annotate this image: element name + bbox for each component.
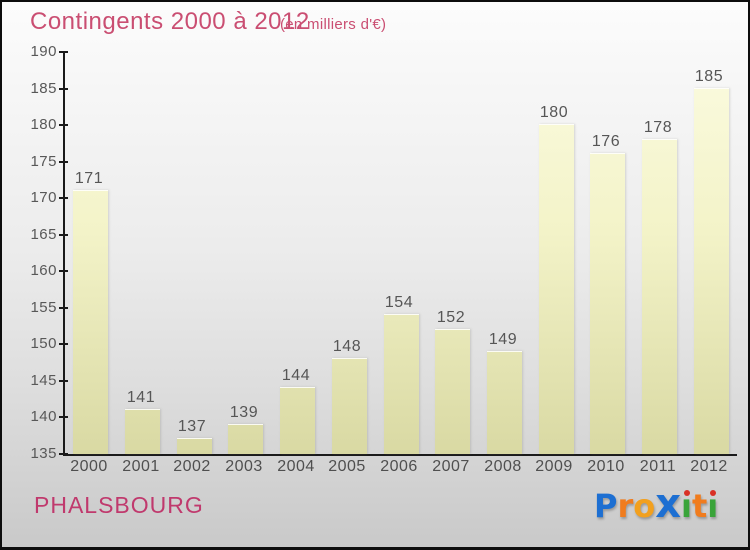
value-label-2005: 148 — [332, 338, 362, 355]
bar-2005 — [332, 358, 367, 454]
y-tick-label-160: 160 — [30, 262, 57, 280]
bar-2002 — [177, 438, 212, 454]
y-tick-mark — [59, 124, 68, 127]
place-name: PHALSBOURG — [34, 492, 204, 518]
x-tick-label-2005: 2005 — [328, 458, 366, 475]
y-tick-label-185: 185 — [30, 79, 57, 97]
x-tick-label-2010: 2010 — [587, 458, 625, 475]
bar-2008 — [487, 351, 522, 454]
bar-2009 — [539, 124, 574, 454]
logo-letter: x — [655, 481, 682, 527]
y-tick-label-145: 145 — [30, 371, 57, 389]
chart-subtitle: (en milliers d'€) — [280, 16, 387, 33]
bar-2001 — [125, 409, 160, 454]
logo-letter: P — [594, 487, 618, 525]
bar-2012 — [694, 88, 729, 454]
logo-i-dot — [683, 490, 690, 496]
x-tick-label-2000: 2000 — [70, 458, 108, 475]
y-tick-label-150: 150 — [30, 335, 57, 353]
value-label-2008: 149 — [488, 331, 518, 348]
y-tick-label-140: 140 — [30, 408, 57, 426]
bar-2011 — [642, 139, 677, 454]
x-tick-label-2004: 2004 — [277, 458, 315, 475]
x-tick-label-2007: 2007 — [432, 458, 470, 475]
y-tick-label-155: 155 — [30, 298, 57, 316]
y-tick-mark — [59, 197, 68, 200]
bar-2010 — [590, 153, 625, 454]
chart-title: Contingents 2000 à 2012 — [30, 8, 310, 35]
value-label-2001: 141 — [126, 389, 156, 406]
bar-2003 — [228, 424, 263, 454]
y-tick-mark — [59, 270, 68, 273]
y-tick-label-190: 190 — [30, 43, 57, 60]
bar-2004 — [280, 387, 315, 454]
y-tick-mark — [59, 379, 68, 382]
value-label-2011: 178 — [643, 119, 673, 136]
value-label-2007: 152 — [436, 309, 466, 326]
y-tick-mark — [59, 453, 68, 455]
y-tick-mark — [59, 51, 68, 53]
logo-letter: o — [633, 487, 656, 525]
logo-letter: ı — [681, 487, 692, 525]
y-tick-mark — [59, 306, 68, 309]
y-tick-mark — [59, 416, 68, 419]
x-tick-label-2002: 2002 — [173, 458, 211, 475]
x-tick-label-2001: 2001 — [122, 458, 160, 475]
x-tick-label-2009: 2009 — [535, 458, 573, 475]
y-tick-mark — [59, 87, 68, 90]
value-label-2006: 154 — [384, 294, 414, 311]
y-tick-label-175: 175 — [30, 152, 57, 170]
y-tick-label-165: 165 — [30, 225, 57, 243]
bar-2007 — [435, 329, 470, 454]
y-tick-mark — [59, 160, 68, 163]
bar-2000 — [73, 190, 108, 454]
y-tick-label-135: 135 — [30, 445, 57, 462]
y-tick-label-180: 180 — [30, 116, 57, 134]
value-label-2000: 171 — [74, 170, 104, 187]
logo-letter: t — [692, 487, 708, 525]
logo-letter: ı — [707, 487, 719, 525]
y-tick-label-170: 170 — [30, 189, 57, 207]
logo-letter: r — [617, 487, 634, 525]
x-tick-label-2006: 2006 — [380, 458, 418, 475]
x-tick-label-2012: 2012 — [690, 458, 728, 475]
x-tick-label-2008: 2008 — [484, 458, 522, 475]
y-tick-mark — [59, 233, 68, 236]
value-label-2004: 144 — [281, 367, 311, 384]
x-tick-label-2011: 2011 — [639, 458, 677, 475]
value-label-2009: 180 — [539, 104, 569, 121]
x-tick-label-2003: 2003 — [225, 458, 263, 475]
logo-i-dot — [709, 490, 716, 496]
value-label-2003: 139 — [229, 404, 259, 421]
bar-2006 — [384, 314, 419, 454]
value-label-2002: 137 — [177, 418, 207, 435]
value-label-2012: 185 — [694, 68, 724, 85]
value-label-2010: 176 — [591, 133, 621, 150]
y-tick-mark — [59, 343, 68, 346]
plot-area — [63, 52, 737, 456]
proxiti-logo: Proxı tı — [594, 483, 718, 527]
